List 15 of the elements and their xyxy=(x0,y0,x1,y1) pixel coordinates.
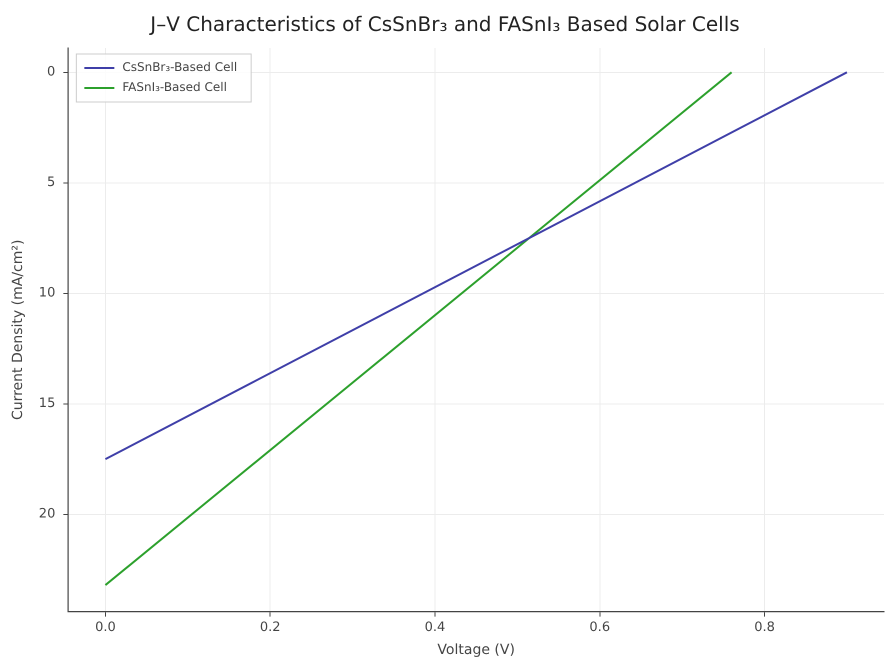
x-tick-label: 0.2 xyxy=(260,620,281,635)
y-tick-label: 0 xyxy=(47,64,56,80)
x-tick-label: 0.6 xyxy=(589,620,610,635)
legend-label: FASnI₃-Based Cell xyxy=(122,80,227,94)
x-tick-label: 0.8 xyxy=(754,620,775,635)
y-tick-label: 15 xyxy=(38,396,56,412)
y-tick-label: 20 xyxy=(38,506,56,522)
y-axis-title: Current Density (mA/cm²) xyxy=(10,240,26,420)
chart-title: J–V Characteristics of CsSnBr₃ and FASnI₃ Based Solar Cells xyxy=(148,12,740,36)
x-tick-label: 0.0 xyxy=(95,620,116,635)
legend-label: CsSnBr₃-Based Cell xyxy=(122,60,238,74)
x-axis-title: Voltage (V) xyxy=(437,642,515,658)
x-tick-label: 0.4 xyxy=(424,620,446,635)
y-tick-label: 5 xyxy=(47,175,56,190)
y-tick-label: 10 xyxy=(38,286,56,301)
